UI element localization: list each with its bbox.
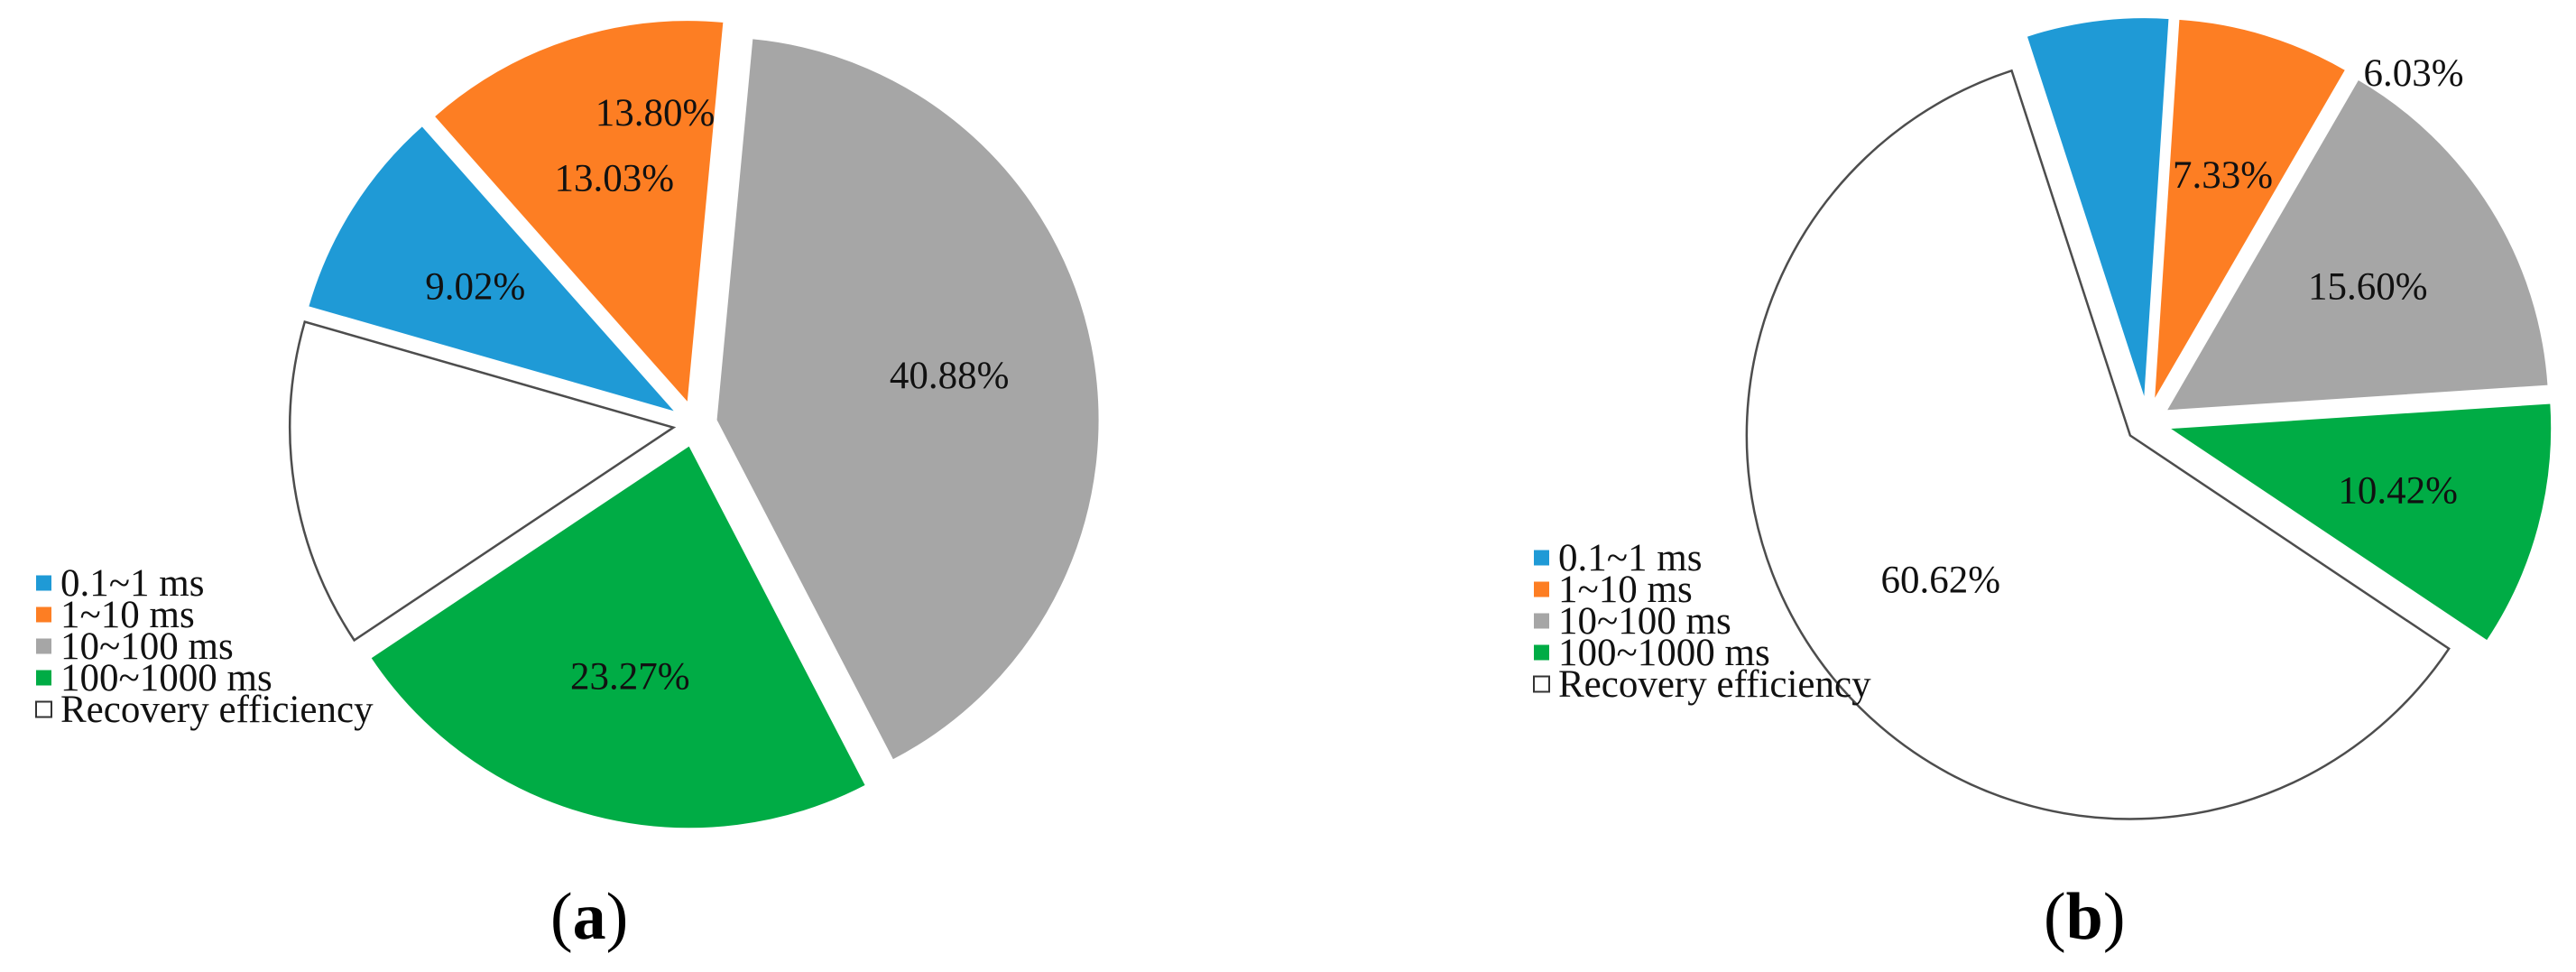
panel-label-b: (b) <box>2044 880 2125 954</box>
pie-a-legend-label-0-1-1-ms: 0.1~1 ms <box>60 562 204 605</box>
pie-a-legend-swatch-recovery-efficiency <box>35 700 52 718</box>
pie-b-legend-swatch-100-1000-ms <box>1534 644 1549 661</box>
pie-a-data-label-1-10-ms: 13.03% <box>555 158 675 200</box>
pie-b-legend-swatch-0-1-1-ms <box>1534 550 1549 566</box>
pie-b-data-label-recovery-efficiency: 60.62% <box>1880 559 2000 601</box>
pie-b-slice-1-10-ms <box>2152 17 2348 403</box>
pie-a-legend-label-recovery-efficiency: Recovery efficiency <box>60 689 374 731</box>
pie-a-slice-0-1-1-ms <box>306 124 679 415</box>
panel-label-b-letter: b <box>2066 880 2103 954</box>
pie-b-legend-swatch-1-10-ms <box>1534 581 1549 597</box>
pie-a-slice-100-1000-ms <box>368 443 868 830</box>
panel-label-open-paren: ( <box>550 880 573 954</box>
pie-b-legend-swatch-10-100-ms <box>1534 613 1549 629</box>
pie-a-legend-swatch-10-100-ms <box>36 638 51 654</box>
pie-a-slice-1-10-ms <box>432 19 725 406</box>
pie-a-legend-label-10-100-ms: 10~100 ms <box>60 625 234 668</box>
pie-a-data-label-recovery-efficiency: 13.80% <box>596 92 716 134</box>
pie-a-legend-label-1-10-ms: 1~10 ms <box>60 594 195 636</box>
pie-chart-a: 9.02% 13.03% 40.88% 23.27% 13.80% 0.1~1 ms1~1… <box>35 19 1101 954</box>
pie-b-data-label-10-100-ms: 15.60% <box>2308 265 2428 308</box>
pie-b-data-label-100-1000-ms: 10.42% <box>2338 469 2458 512</box>
pie-a-data-label-0-1-1-ms: 9.02% <box>425 266 525 309</box>
pie-b-slice-recovery-efficiency <box>1745 69 2451 820</box>
pie-a-legend-label-100-1000-ms: 100~1000 ms <box>60 657 272 699</box>
panel-label-a-letter: a <box>573 880 606 954</box>
pie-b-slice-10-100-ms <box>2164 78 2550 412</box>
pie-b-legend-label-0-1-1-ms: 0.1~1 ms <box>1558 537 1702 579</box>
pie-a-data-label-100-1000-ms: 23.27% <box>570 655 690 698</box>
pie-a-legend-swatch-0-1-1-ms <box>36 575 51 591</box>
pie-b-data-label-1-10-ms: 7.33% <box>2173 154 2273 197</box>
pie-b-data-label-0-1-1-ms: 6.03% <box>2363 52 2463 95</box>
pie-b-legend-label-recovery-efficiency: Recovery efficiency <box>1558 663 1871 706</box>
pie-b-slice-100-1000-ms <box>2165 402 2553 643</box>
panel-label-close-paren: ) <box>606 880 629 954</box>
pie-b-legend-label-10-100-ms: 10~100 ms <box>1558 600 1731 643</box>
panel-label-close-paren: ) <box>2103 880 2126 954</box>
pie-b-legend-label-100-1000-ms: 100~1000 ms <box>1558 632 1770 674</box>
pie-a-data-label-10-100-ms: 40.88% <box>890 355 1010 397</box>
pie-a-legend-swatch-1-10-ms <box>36 606 51 623</box>
pie-a-slice-recovery-efficiency <box>289 319 677 643</box>
pie-b-legend-label-1-10-ms: 1~10 ms <box>1558 569 1693 611</box>
pie-a-slice-10-100-ms <box>715 37 1101 762</box>
pie-b-legend-swatch-recovery-efficiency <box>1533 675 1550 693</box>
panel-label-a: (a) <box>550 880 628 954</box>
pie-b-slice-0-1-1-ms <box>2025 16 2171 402</box>
panel-label-open-paren: ( <box>2044 880 2066 954</box>
pie-a-legend-swatch-100-1000-ms <box>36 670 51 686</box>
pie-chart-b: 6.03%7.33%15.60%10.42%60.62%0.1~1 ms1~10… <box>1533 16 2553 954</box>
